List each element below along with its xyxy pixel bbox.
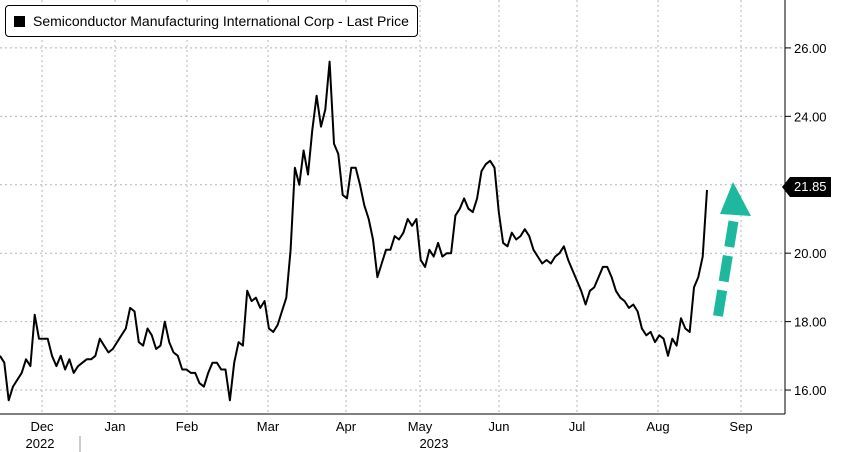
- arrow-shaft: [713, 211, 740, 317]
- legend: Semiconductor Manufacturing Internationa…: [5, 5, 418, 37]
- x-tick-label: Jan: [105, 419, 126, 434]
- y-tick-label: 16.00: [794, 383, 827, 398]
- x-axis-ticks: Dec Jan Feb Mar Apr May Jun Jul Aug Sep: [30, 419, 752, 434]
- year-labels: 2022 2023: [26, 436, 449, 452]
- arrow-head: [720, 182, 751, 216]
- x-tick-label: May: [408, 419, 433, 434]
- grid-lines: [0, 0, 785, 414]
- x-tick-label: Sep: [729, 419, 752, 434]
- x-tick-label: Feb: [176, 419, 198, 434]
- x-tick-label: Jun: [489, 419, 510, 434]
- y-tick-label: 24.00: [794, 109, 827, 124]
- x-tick-label: Aug: [646, 419, 669, 434]
- x-tick-label: Mar: [257, 419, 280, 434]
- legend-label: Semiconductor Manufacturing Internationa…: [33, 13, 409, 29]
- legend-swatch: [14, 15, 25, 27]
- year-label: 2022: [26, 436, 55, 451]
- y-tick-label: 26.00: [794, 41, 827, 56]
- y-tick-label: 20.00: [794, 246, 827, 261]
- x-tick-label: Dec: [30, 419, 54, 434]
- series-line: [0, 60, 708, 402]
- x-tick-label: Jul: [569, 419, 586, 434]
- last-value-badge: 21.85: [782, 177, 831, 197]
- x-tick-label: Apr: [336, 419, 357, 434]
- y-tick-label: 18.00: [794, 315, 827, 330]
- year-label: 2023: [420, 436, 449, 451]
- up-arrow-annotation: [713, 182, 751, 317]
